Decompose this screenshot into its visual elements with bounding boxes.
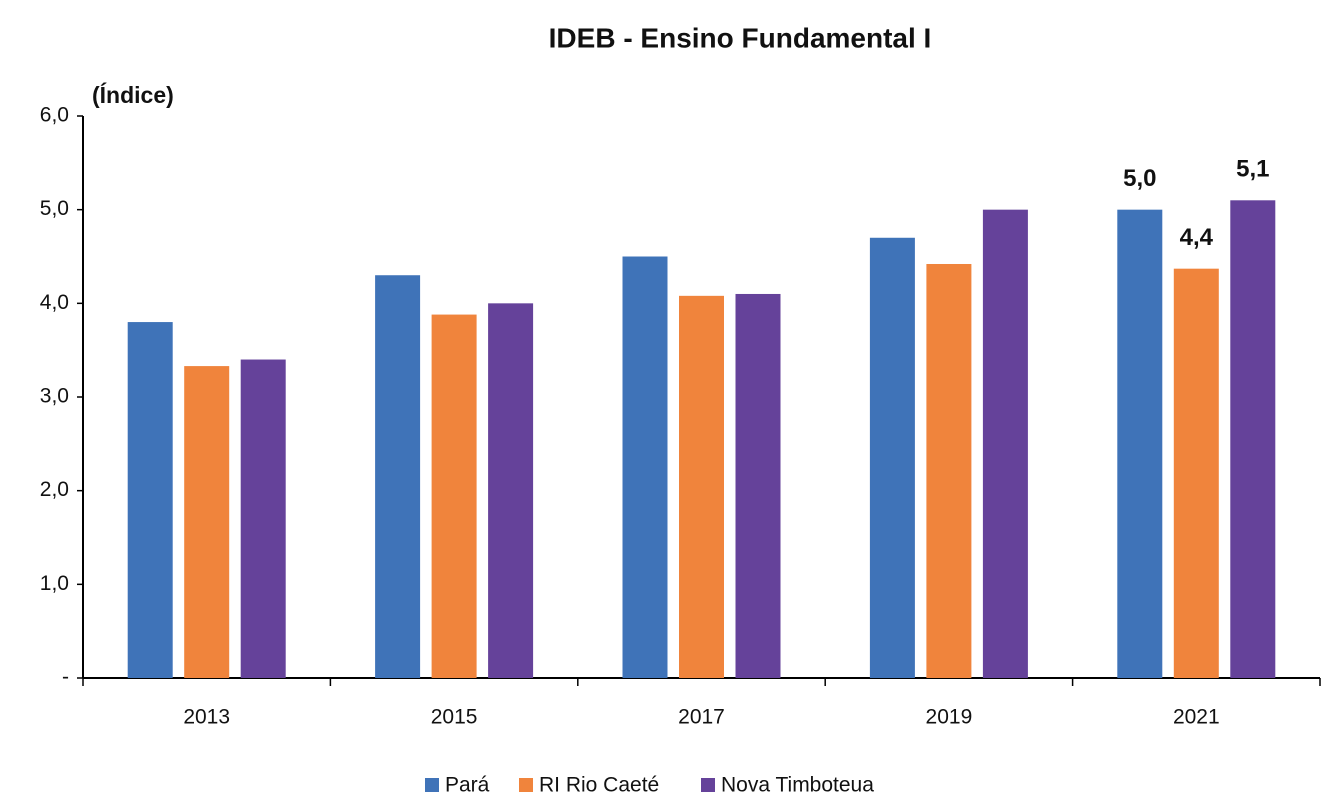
bar [431, 314, 477, 678]
y-tick-label: 2,0 [40, 478, 69, 501]
bar [488, 303, 534, 678]
y-axis-label: (Índice) [92, 81, 174, 108]
bar [1230, 200, 1276, 679]
x-tick-label: 2017 [678, 706, 725, 729]
y-tick-label: 5,0 [40, 197, 69, 220]
bar [869, 237, 915, 678]
bar [375, 275, 421, 678]
bar [982, 209, 1028, 678]
legend-label: Pará [445, 774, 490, 797]
chart-title: IDEB - Ensino Fundamental I [549, 22, 932, 53]
y-tick-label: 6,0 [40, 104, 69, 127]
bar [184, 366, 230, 678]
bar [127, 322, 173, 678]
bar [240, 359, 286, 678]
legend-swatch [519, 778, 533, 792]
x-tick-label: 2021 [1173, 706, 1220, 729]
data-label: 5,1 [1236, 156, 1269, 183]
bar [735, 293, 781, 678]
legend-label: Nova Timboteua [721, 774, 874, 797]
legend-swatch [701, 778, 715, 792]
x-tick-label: 2015 [431, 706, 478, 729]
data-label: 5,0 [1123, 165, 1156, 192]
bar [1117, 209, 1163, 678]
y-tick-label: - [62, 666, 69, 689]
y-tick-label: 1,0 [40, 572, 69, 595]
bar [926, 263, 972, 678]
y-tick-label: 4,0 [40, 291, 69, 314]
x-tick-label: 2013 [183, 706, 230, 729]
bar [622, 256, 668, 678]
legend-label: RI Rio Caeté [539, 774, 659, 797]
legend-swatch [425, 778, 439, 792]
y-tick-label: 3,0 [40, 385, 69, 408]
bar [679, 295, 724, 678]
data-label: 4,4 [1180, 224, 1214, 251]
x-tick-label: 2019 [926, 706, 973, 729]
bar [1173, 268, 1219, 678]
